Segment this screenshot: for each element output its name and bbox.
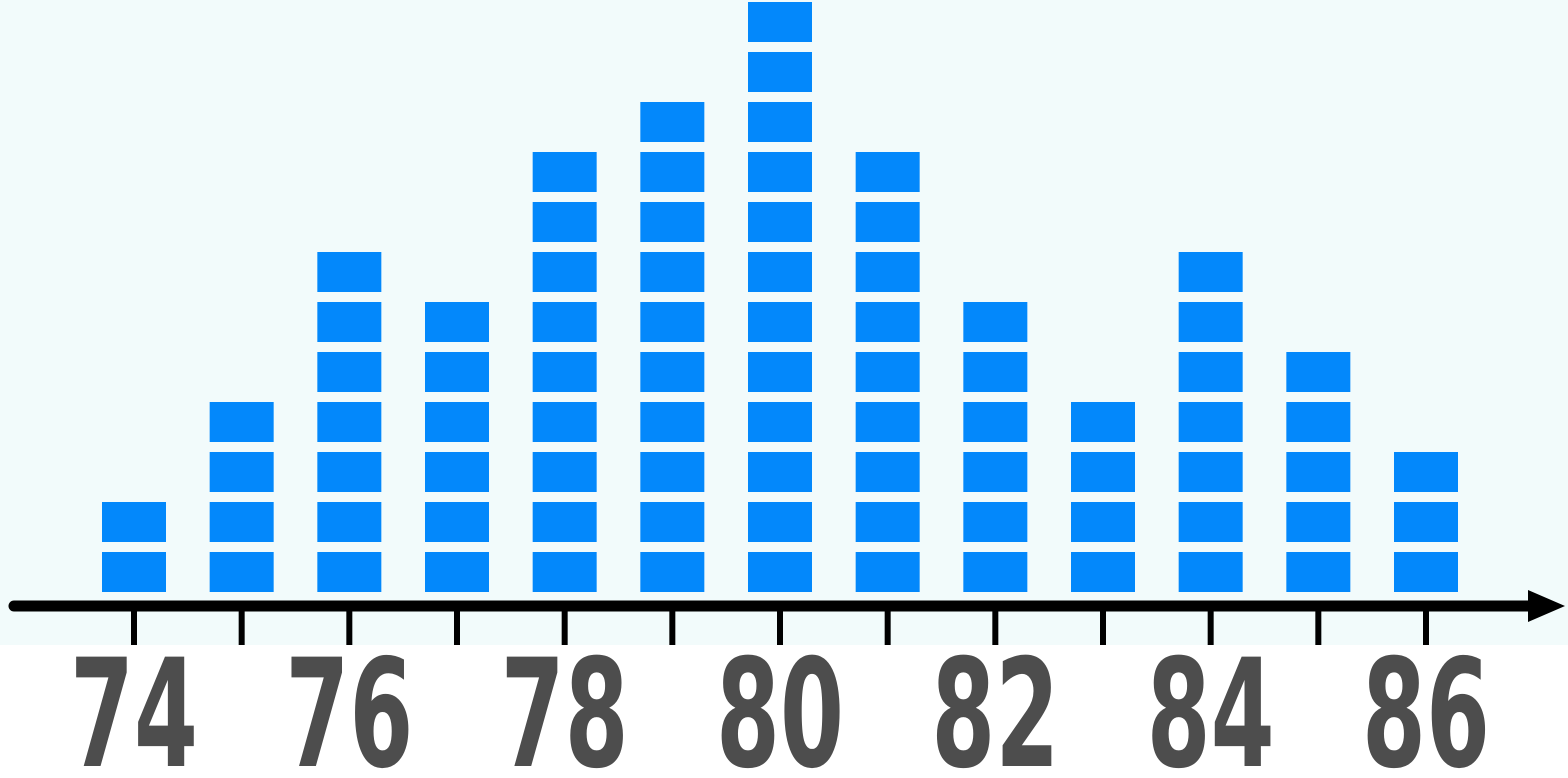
data-block-81-9 <box>855 152 920 192</box>
data-block-78-2 <box>532 502 597 542</box>
data-block-76-1 <box>317 552 382 592</box>
data-block-82-4 <box>963 402 1028 442</box>
data-block-80-4 <box>748 402 812 442</box>
data-block-80-9 <box>748 152 812 192</box>
data-block-77-5 <box>425 352 489 392</box>
data-block-83-4 <box>1071 402 1135 442</box>
data-block-78-7 <box>532 252 597 292</box>
data-block-76-6 <box>317 302 382 342</box>
data-block-75-3 <box>209 452 274 492</box>
x-tick-label-84: 84 <box>1147 628 1275 778</box>
data-block-80-1 <box>748 552 812 592</box>
data-block-85-2 <box>1286 502 1351 542</box>
x-tick-label-80: 80 <box>716 628 844 778</box>
data-block-78-1 <box>532 552 597 592</box>
data-block-79-9 <box>640 152 705 192</box>
data-block-84-1 <box>1178 552 1243 592</box>
data-block-79-2 <box>640 502 705 542</box>
data-block-81-3 <box>855 452 920 492</box>
data-block-85-4 <box>1286 402 1351 442</box>
data-block-84-2 <box>1178 502 1243 542</box>
data-block-82-1 <box>963 552 1028 592</box>
data-block-85-3 <box>1286 452 1351 492</box>
data-block-79-4 <box>640 402 705 442</box>
data-block-83-2 <box>1071 502 1135 542</box>
data-block-79-8 <box>640 202 705 242</box>
data-block-80-7 <box>748 252 812 292</box>
data-block-78-4 <box>532 402 597 442</box>
data-block-76-5 <box>317 352 382 392</box>
data-block-83-3 <box>1071 452 1135 492</box>
data-block-84-4 <box>1178 402 1243 442</box>
data-block-76-4 <box>317 402 382 442</box>
data-block-76-7 <box>317 252 382 292</box>
data-block-81-6 <box>855 302 920 342</box>
data-block-79-7 <box>640 252 705 292</box>
x-tick-label-76: 76 <box>285 628 413 778</box>
data-block-85-5 <box>1286 352 1351 392</box>
data-block-77-6 <box>425 302 489 342</box>
data-block-80-8 <box>748 202 812 242</box>
data-block-81-4 <box>855 402 920 442</box>
data-block-81-2 <box>855 502 920 542</box>
data-block-77-1 <box>425 552 489 592</box>
data-block-74-2 <box>102 502 166 542</box>
data-block-75-4 <box>209 402 274 442</box>
data-block-82-2 <box>963 502 1028 542</box>
data-block-78-3 <box>532 452 597 492</box>
data-block-75-1 <box>209 552 274 592</box>
data-block-81-7 <box>855 252 920 292</box>
x-axis-arrow <box>1528 590 1565 622</box>
data-block-75-2 <box>209 502 274 542</box>
data-block-85-1 <box>1286 552 1351 592</box>
data-block-74-1 <box>102 552 166 592</box>
data-block-80-12 <box>748 2 812 42</box>
data-block-82-6 <box>963 302 1028 342</box>
data-block-78-9 <box>532 152 597 192</box>
data-block-82-5 <box>963 352 1028 392</box>
data-block-78-6 <box>532 302 597 342</box>
data-block-81-1 <box>855 552 920 592</box>
data-block-84-3 <box>1178 452 1243 492</box>
data-block-81-5 <box>855 352 920 392</box>
data-block-82-3 <box>963 452 1028 492</box>
data-block-78-8 <box>532 202 597 242</box>
data-block-80-10 <box>748 102 812 142</box>
data-block-79-3 <box>640 452 705 492</box>
tick-labels: 74 76 78 80 82 84 86 <box>70 628 1490 778</box>
data-block-79-5 <box>640 352 705 392</box>
data-block-79-10 <box>640 102 705 142</box>
data-block-86-2 <box>1394 502 1458 542</box>
data-block-80-6 <box>748 302 812 342</box>
data-block-76-3 <box>317 452 382 492</box>
data-blocks <box>102 2 1458 592</box>
x-tick-label-74: 74 <box>70 628 198 778</box>
data-block-77-2 <box>425 502 489 542</box>
x-tick-label-82: 82 <box>931 628 1059 778</box>
x-axis <box>8 590 1565 645</box>
data-block-80-5 <box>748 352 812 392</box>
data-block-77-3 <box>425 452 489 492</box>
data-block-86-3 <box>1394 452 1458 492</box>
data-block-76-2 <box>317 502 382 542</box>
data-block-80-2 <box>748 502 812 542</box>
data-block-78-5 <box>532 352 597 392</box>
data-block-83-1 <box>1071 552 1135 592</box>
data-block-80-11 <box>748 52 812 92</box>
x-tick-label-86: 86 <box>1362 628 1490 778</box>
data-block-77-4 <box>425 402 489 442</box>
data-block-79-1 <box>640 552 705 592</box>
x-tick-label-78: 78 <box>501 628 629 778</box>
data-block-80-3 <box>748 452 812 492</box>
data-block-79-6 <box>640 302 705 342</box>
data-block-84-5 <box>1178 352 1243 392</box>
data-block-81-8 <box>855 202 920 242</box>
data-block-84-7 <box>1178 252 1243 292</box>
data-block-84-6 <box>1178 302 1243 342</box>
data-block-86-1 <box>1394 552 1458 592</box>
